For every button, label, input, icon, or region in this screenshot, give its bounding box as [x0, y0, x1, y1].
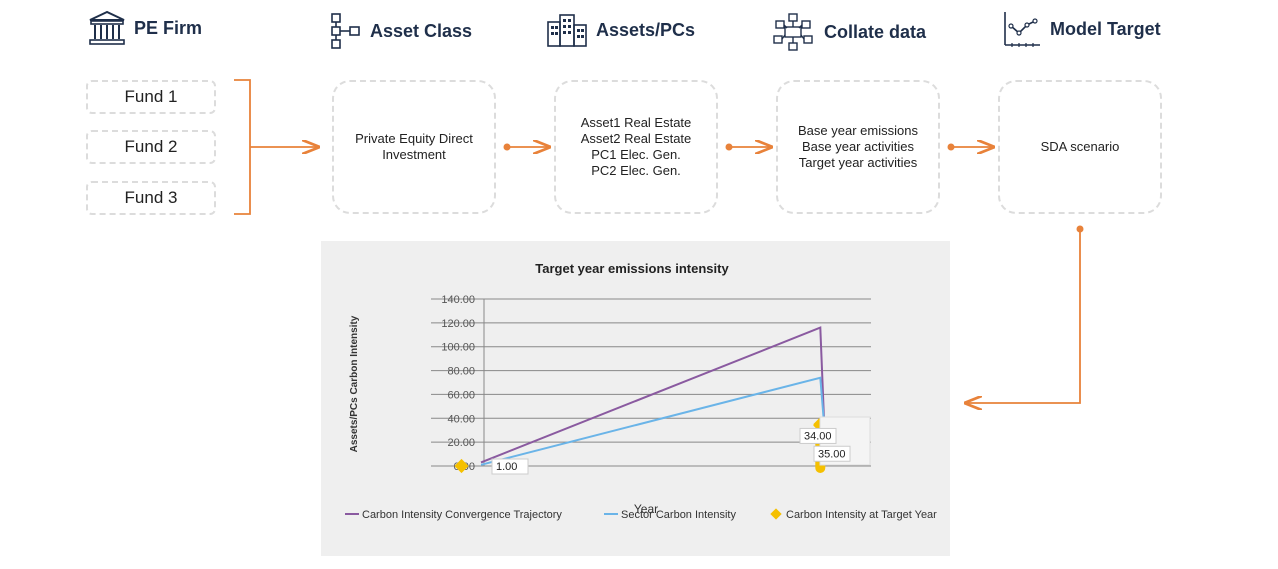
legend-label-1: Carbon Intensity Convergence Trajectory — [362, 509, 562, 521]
data-label-target-a-box — [799, 427, 837, 444]
header-pe-firm: PE Firm — [88, 10, 202, 46]
line-chart-icon — [1002, 10, 1042, 48]
model-target-text: SDA scenario — [1040, 139, 1120, 154]
y-tick-label: 100.00 — [441, 342, 475, 354]
x-axis-label: Year — [634, 502, 658, 516]
hierarchy-icon — [330, 12, 362, 50]
assets-pcs-text: Asset1 Real Estate Asset2 Real Estate PC… — [580, 115, 692, 178]
assets-pcs-box: Asset1 Real Estate Asset2 Real Estate PC… — [554, 80, 718, 214]
collate-data-box: Base year emissions Base year activities… — [776, 80, 940, 214]
fund-3: Fund 3 — [86, 181, 216, 215]
asset-class-box: Private Equity Direct Investment — [332, 80, 496, 214]
model-target-box: SDA scenario — [998, 80, 1162, 214]
header-asset-class: Asset Class — [330, 12, 472, 50]
y-tick-label: 80.00 — [447, 366, 475, 378]
asset-class-text: Private Equity Direct Investment — [355, 131, 473, 162]
data-label-target-b: 35.00 — [818, 448, 846, 460]
header-model-target-label: Model Target — [1050, 18, 1161, 39]
data-label-start-box — [491, 458, 529, 475]
header-collate-data: Collate data — [772, 12, 926, 52]
collate-data-text: Base year emissions Base year activities… — [798, 123, 918, 170]
fund-bracket — [234, 79, 251, 215]
buildings-icon — [546, 12, 588, 48]
series-layer — [454, 326, 828, 474]
dot-model-target — [1076, 225, 1084, 233]
series-line-1 — [480, 326, 826, 464]
chart-svg: Target year emissions intensity Assets/P… — [345, 261, 937, 521]
legend-label-3: Carbon Intensity at Target Year — [786, 509, 937, 521]
target-marker — [454, 458, 469, 474]
y-tick-label: 60.00 — [447, 389, 475, 401]
bank-icon — [88, 10, 126, 46]
fund-2-label: Fund 2 — [124, 137, 178, 156]
legend-swatch-3 — [770, 508, 782, 520]
fund-3-label: Fund 3 — [124, 188, 178, 207]
legend-label-2: Sector Carbon Intensity — [621, 509, 736, 521]
y-tick-label: 40.00 — [447, 413, 475, 425]
chart-title: Target year emissions intensity — [535, 261, 729, 276]
header-assets-pcs: Assets/PCs — [546, 12, 695, 48]
data-label-start: 1.00 — [496, 461, 517, 473]
fund-1-label: Fund 1 — [124, 87, 178, 106]
dot-collate — [947, 143, 955, 151]
y-axis-label: Assets/PCs Carbon Intensity — [349, 315, 360, 452]
header-asset-class-label: Asset Class — [370, 20, 473, 41]
dot-asset-class — [503, 143, 511, 151]
fund-2: Fund 2 — [86, 130, 216, 164]
grid-layer: 140.00120.00100.0080.0060.0040.0020.000.… — [431, 294, 871, 473]
network-icon — [772, 12, 816, 52]
fund-1: Fund 1 — [86, 80, 216, 114]
y-tick-label: 20.00 — [447, 437, 475, 449]
header-assets-pcs-label: Assets/PCs — [596, 19, 696, 40]
header-collate-data-label: Collate data — [824, 21, 927, 42]
dot-assets — [725, 143, 733, 151]
legend-layer: Carbon Intensity Convergence Trajectory S… — [345, 508, 937, 521]
header-pe-firm-label: PE Firm — [134, 17, 203, 38]
arrow-model-to-chart — [966, 229, 1081, 403]
header-model-target: Model Target — [1002, 10, 1161, 48]
data-label-target-a: 34.00 — [804, 430, 832, 442]
y-tick-label: 120.00 — [441, 318, 475, 330]
y-tick-label: 140.00 — [441, 294, 475, 306]
chart-panel: Target year emissions intensity Assets/P… — [321, 241, 950, 556]
data-label-target-b-box — [813, 445, 851, 462]
series-line-2 — [480, 376, 826, 466]
